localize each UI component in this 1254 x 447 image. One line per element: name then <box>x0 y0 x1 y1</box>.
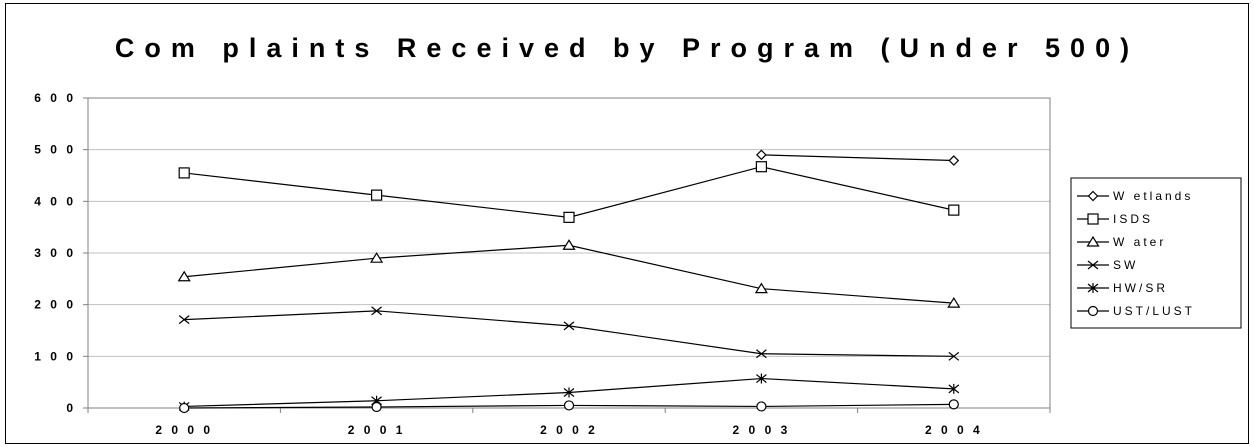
x-tick-label: 2 0 0 4 <box>925 423 983 437</box>
series-line <box>184 166 954 218</box>
series-group <box>177 149 961 414</box>
chart-frame <box>5 3 1249 444</box>
data-point <box>1087 305 1099 317</box>
x-tick-label: 2 0 0 2 <box>540 423 598 437</box>
data-point <box>371 401 382 413</box>
data-point <box>370 252 384 263</box>
data-point <box>1087 190 1099 202</box>
data-point <box>371 306 382 316</box>
data-point <box>948 383 960 394</box>
data-point <box>756 349 767 359</box>
data-point <box>371 189 383 201</box>
series-w-ater <box>177 239 961 308</box>
legend-box <box>1070 177 1242 329</box>
legend-item: HW/SR <box>1077 281 1168 295</box>
data-point <box>755 161 768 173</box>
data-point <box>948 351 960 361</box>
data-point <box>563 400 575 411</box>
data-point <box>562 239 576 250</box>
data-point <box>178 167 190 179</box>
data-point <box>179 402 190 414</box>
data-point <box>754 282 768 294</box>
series-ust-lust <box>179 399 959 414</box>
legend-label: HW/SR <box>1113 281 1168 295</box>
data-point <box>178 315 190 325</box>
data-point <box>948 155 960 166</box>
y-tick-label: 6 0 0 <box>34 91 76 105</box>
data-point <box>947 296 961 308</box>
y-tick-label: 4 0 0 <box>34 194 76 208</box>
data-point <box>948 204 960 216</box>
y-tick-label: 1 0 0 <box>34 349 76 363</box>
series-line <box>184 244 954 304</box>
y-tick-label: 3 0 0 <box>34 246 76 260</box>
y-tick-label: 0 <box>66 401 76 415</box>
data-point <box>177 270 191 282</box>
legend-item: UST/LUST <box>1077 304 1195 318</box>
legend-label: W etlands <box>1113 189 1193 203</box>
legend-item: ISDS <box>1077 212 1153 226</box>
legend: W etlands ISDS W ater SW HW/SR UST/LUST <box>1070 177 1242 329</box>
data-point <box>1086 235 1100 247</box>
series-w-etlands <box>756 149 960 166</box>
axes: 0 1 0 0 2 0 0 3 0 0 4 0 0 5 0 0 6 0 0 2 0 0 0 2 … <box>34 91 1051 437</box>
data-point <box>563 211 575 223</box>
data-point <box>948 399 959 410</box>
gridlines <box>88 149 1050 357</box>
data-point <box>1087 213 1099 225</box>
data-point <box>1087 283 1099 293</box>
legend-item: SW <box>1077 258 1138 272</box>
y-tick-label: 5 0 0 <box>34 143 76 157</box>
data-point <box>756 401 767 412</box>
chart-title: Com plaints Received by Program (Under 5… <box>114 33 1140 63</box>
data-point <box>756 149 767 161</box>
data-point <box>563 321 575 331</box>
data-point <box>1087 260 1099 270</box>
x-tick-label: 2 0 0 1 <box>348 423 406 437</box>
series-line <box>184 310 954 357</box>
y-tick-label: 2 0 0 <box>34 298 76 312</box>
series-isds <box>178 161 960 223</box>
legend-label: W ater <box>1113 235 1166 249</box>
series-sw <box>178 306 960 361</box>
legend-label: SW <box>1113 258 1138 272</box>
legend-label: UST/LUST <box>1113 304 1195 318</box>
series-line <box>761 154 954 162</box>
legend-label: ISDS <box>1113 212 1153 226</box>
legend-item: W etlands <box>1077 189 1193 203</box>
data-point <box>756 373 767 384</box>
x-tick-label: 2 0 0 0 <box>155 423 213 437</box>
legend-item: W ater <box>1077 235 1166 249</box>
data-point <box>563 387 575 398</box>
x-tick-label: 2 0 0 3 <box>733 423 791 437</box>
